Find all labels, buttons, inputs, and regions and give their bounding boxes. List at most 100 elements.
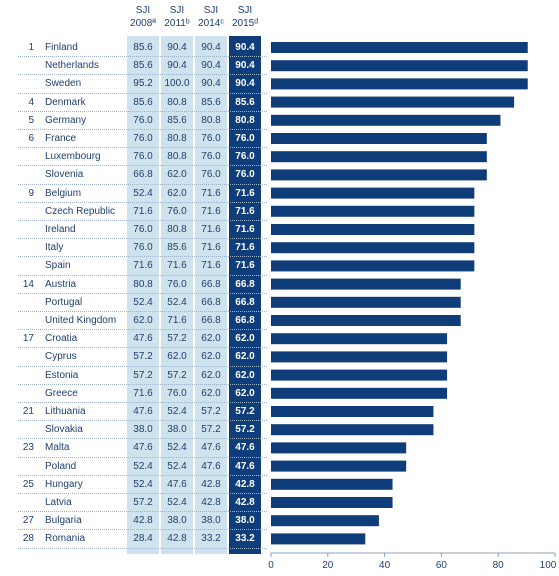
- value-cell-v2008: 71.6: [133, 387, 153, 399]
- country-label: Czech Republic: [45, 205, 116, 217]
- country-label: Ireland: [45, 224, 76, 235]
- value-cell-v2015: 38.0: [235, 515, 255, 527]
- row-separator: [18, 201, 267, 203]
- bar-belgium: [271, 187, 475, 199]
- country-label: Malta: [45, 442, 70, 454]
- value-cell-v2015: 47.6: [235, 442, 255, 454]
- bar-lithuania: [271, 406, 434, 417]
- value-cell-v2014: 33.2: [201, 533, 221, 545]
- value-cell-v2011: 85.6: [167, 242, 187, 254]
- country-label: Bulgaria: [45, 515, 82, 527]
- country-label: Cyprus: [45, 351, 77, 363]
- value-cell-v2011: 62.0: [167, 187, 187, 199]
- country-label: Romania: [45, 533, 86, 545]
- value-cell-v2014: 38.0: [201, 515, 221, 527]
- value-cell-v2008: 95.2: [133, 78, 153, 90]
- x-tick-label: 80: [493, 560, 505, 571]
- rank-label: 6: [28, 133, 34, 144]
- value-cell-v2015: 71.6: [235, 187, 255, 199]
- row-separator: [18, 511, 267, 513]
- bar-latvia: [271, 497, 393, 508]
- row-separator: [18, 311, 267, 312]
- bar-ireland: [271, 224, 475, 235]
- value-cell-v2014: 62.0: [201, 333, 221, 345]
- value-cell-v2011: 71.6: [167, 315, 187, 326]
- value-cell-v2015: 90.4: [235, 42, 255, 53]
- value-cell-v2008: 71.6: [133, 260, 153, 272]
- bar-luxembourg: [271, 151, 487, 163]
- bar-hungary: [271, 478, 393, 490]
- value-cell-v2008: 47.6: [133, 333, 153, 345]
- value-cell-v2015: 76.0: [235, 169, 255, 181]
- value-cell-v2014: 62.0: [201, 387, 221, 399]
- value-cell-v2015: 71.6: [235, 224, 255, 235]
- row-separator: [18, 438, 267, 440]
- rank-label: 9: [28, 187, 34, 199]
- row-separator: [18, 256, 267, 258]
- value-cell-v2008: 66.8: [133, 169, 153, 181]
- row-separator: [18, 329, 267, 331]
- value-cell-v2008: 62.0: [133, 315, 153, 326]
- value-cell-v2008: 80.8: [133, 278, 153, 290]
- value-cell-v2011: 90.4: [167, 42, 187, 53]
- value-cell-v2011: 76.0: [167, 387, 187, 399]
- value-cell-v2014: 71.6: [201, 187, 221, 199]
- country-label: Lithuania: [45, 406, 86, 417]
- value-cell-v2011: 52.4: [167, 406, 187, 417]
- value-cell-v2015: 33.2: [235, 533, 255, 545]
- value-cell-v2014: 66.8: [201, 278, 221, 290]
- value-cell-v2015: 57.2: [235, 406, 255, 417]
- rank-label: 28: [22, 533, 34, 545]
- x-tick-label: 60: [436, 560, 448, 571]
- column-bg-2008: [127, 36, 159, 554]
- value-cell-v2015: 71.6: [235, 242, 255, 254]
- value-cell-v2011: 47.6: [167, 478, 187, 490]
- country-label: Slovenia: [45, 169, 84, 181]
- value-cell-v2011: 76.0: [167, 205, 187, 217]
- column-bg-2015: [229, 36, 261, 554]
- value-cell-v2015: 62.0: [235, 369, 255, 381]
- row-separator: [18, 493, 267, 494]
- bar-united-kingdom: [271, 315, 461, 326]
- value-cell-v2008: 57.2: [133, 369, 153, 381]
- value-cell-v2011: 52.4: [167, 460, 187, 472]
- value-cell-v2014: 47.6: [201, 442, 221, 454]
- value-cell-v2011: 52.4: [167, 296, 187, 308]
- country-label: Luxembourg: [45, 151, 101, 163]
- rank-label: 21: [22, 406, 34, 417]
- rank-label: 1: [28, 42, 34, 53]
- bar-spain: [271, 260, 475, 272]
- value-cell-v2014: 71.6: [201, 260, 221, 272]
- bar-poland: [271, 460, 407, 472]
- bar-cyprus: [271, 351, 448, 363]
- country-label: Italy: [45, 242, 64, 254]
- country-label: Croatia: [45, 333, 78, 345]
- header-sji-2011: SJI 2011ᵇ: [164, 5, 190, 29]
- value-cell-v2014: 71.6: [201, 205, 221, 217]
- row-separator: [18, 547, 267, 549]
- value-cell-v2011: 90.4: [167, 60, 187, 72]
- value-cell-v2011: 80.8: [167, 224, 187, 235]
- value-cell-v2014: 90.4: [201, 60, 221, 72]
- value-cell-v2011: 80.8: [167, 133, 187, 144]
- bar-portugal: [271, 296, 461, 308]
- value-cell-v2011: 38.0: [167, 515, 187, 527]
- bar-czech-republic: [271, 205, 475, 217]
- bar-slovenia: [271, 169, 487, 181]
- value-cell-v2014: 76.0: [201, 151, 221, 163]
- value-cell-v2014: 76.0: [201, 133, 221, 144]
- value-cell-v2011: 52.4: [167, 442, 187, 454]
- value-cell-v2015: 42.8: [235, 478, 255, 490]
- value-cell-v2008: 85.6: [133, 60, 153, 72]
- rank-label: 17: [22, 333, 34, 345]
- value-cell-v2008: 57.2: [133, 497, 153, 508]
- bar-estonia: [271, 369, 448, 381]
- value-cell-v2014: 66.8: [201, 296, 221, 308]
- value-cell-v2014: 42.8: [201, 497, 221, 508]
- value-cell-v2008: 52.4: [133, 460, 153, 472]
- row-separator: [18, 129, 267, 130]
- value-cell-v2008: 47.6: [133, 406, 153, 417]
- bar-slovakia: [271, 424, 434, 436]
- value-cell-v2014: 80.8: [201, 114, 221, 126]
- row-separator: [18, 292, 267, 294]
